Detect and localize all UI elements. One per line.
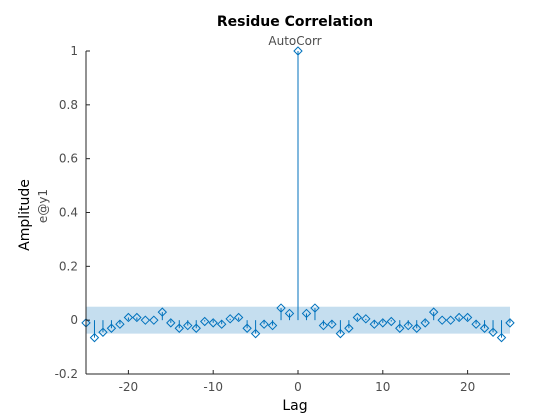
stem-marker [420, 318, 430, 328]
stem-marker [200, 316, 210, 327]
stem-marker [403, 320, 413, 331]
x-tick-label: 0 [294, 380, 302, 394]
stem-marker [250, 328, 261, 339]
stem-marker [327, 319, 337, 329]
stem-marker [496, 332, 507, 343]
stem-marker [335, 328, 346, 339]
stem-marker [284, 308, 295, 319]
markers-layer [81, 46, 515, 343]
axis-layer [85, 50, 510, 375]
y-tick-labels: -0.2 0 0.2 0.4 0.6 0.8 1 [55, 44, 78, 381]
stem-marker [454, 312, 464, 323]
y-tick-label: 0.2 [59, 259, 78, 273]
stem-marker [505, 318, 515, 328]
x-tick-label: 20 [460, 380, 475, 394]
stem-marker [471, 319, 481, 329]
stem-marker [437, 315, 447, 325]
y-axis-label: Amplitude [17, 179, 33, 251]
stem-marker [132, 312, 142, 323]
stem-marker [174, 323, 184, 333]
stem-marker [361, 314, 371, 324]
stem-marker [225, 314, 235, 324]
stem-marker [378, 318, 388, 328]
stem-marker [352, 312, 363, 323]
chart-title: Residue Correlation [217, 14, 373, 30]
stem-marker [183, 320, 193, 331]
y-tick-label: 0.8 [59, 98, 78, 112]
stem-marker [123, 312, 134, 323]
stem-marker [140, 315, 151, 325]
x-tick-label: 10 [375, 380, 390, 394]
stem-marker [216, 319, 227, 329]
stem-marker [98, 327, 108, 337]
stems-layer [85, 51, 511, 338]
stem-marker [157, 307, 168, 317]
y-tick-label: -0.2 [55, 367, 78, 381]
stem-marker [344, 323, 354, 333]
stem-marker [276, 303, 286, 313]
stem-marker [479, 323, 490, 333]
y-tick-label: 0 [70, 313, 78, 327]
stem-marker [259, 319, 269, 329]
stem-marker [191, 323, 201, 333]
x-axis-label: Lag [282, 398, 307, 414]
stem-marker [293, 46, 303, 56]
stem-marker [242, 323, 252, 333]
y-tick-label: 0.6 [59, 152, 78, 166]
stem-marker [445, 315, 456, 325]
stem-marker [149, 315, 159, 325]
stem-marker [115, 319, 125, 329]
stem-marker [310, 303, 320, 313]
stem-marker [166, 318, 176, 328]
stem-marker [462, 312, 473, 323]
x-tick-label: -20 [119, 380, 139, 394]
stem-marker [301, 308, 312, 319]
stem-marker [106, 323, 117, 333]
stem-marker [89, 332, 100, 343]
stem-marker [369, 319, 380, 329]
channel-label: e@y1 [36, 189, 50, 223]
y-tick-label: 0.4 [59, 206, 78, 220]
stem-marker [233, 312, 244, 323]
stem-marker [412, 323, 422, 333]
stem-marker [488, 327, 498, 337]
stem-marker [386, 316, 396, 327]
x-tick-labels: -20 -10 0 10 20 [119, 380, 476, 394]
y-tick-label: 1 [70, 44, 78, 58]
stem-marker [267, 320, 278, 331]
stem-marker [318, 320, 329, 331]
stem-marker [208, 318, 218, 328]
stem-marker [428, 307, 439, 317]
stem-marker [395, 323, 405, 333]
x-tick-label: -10 [203, 380, 223, 394]
chart-subtitle: AutoCorr [268, 34, 321, 48]
